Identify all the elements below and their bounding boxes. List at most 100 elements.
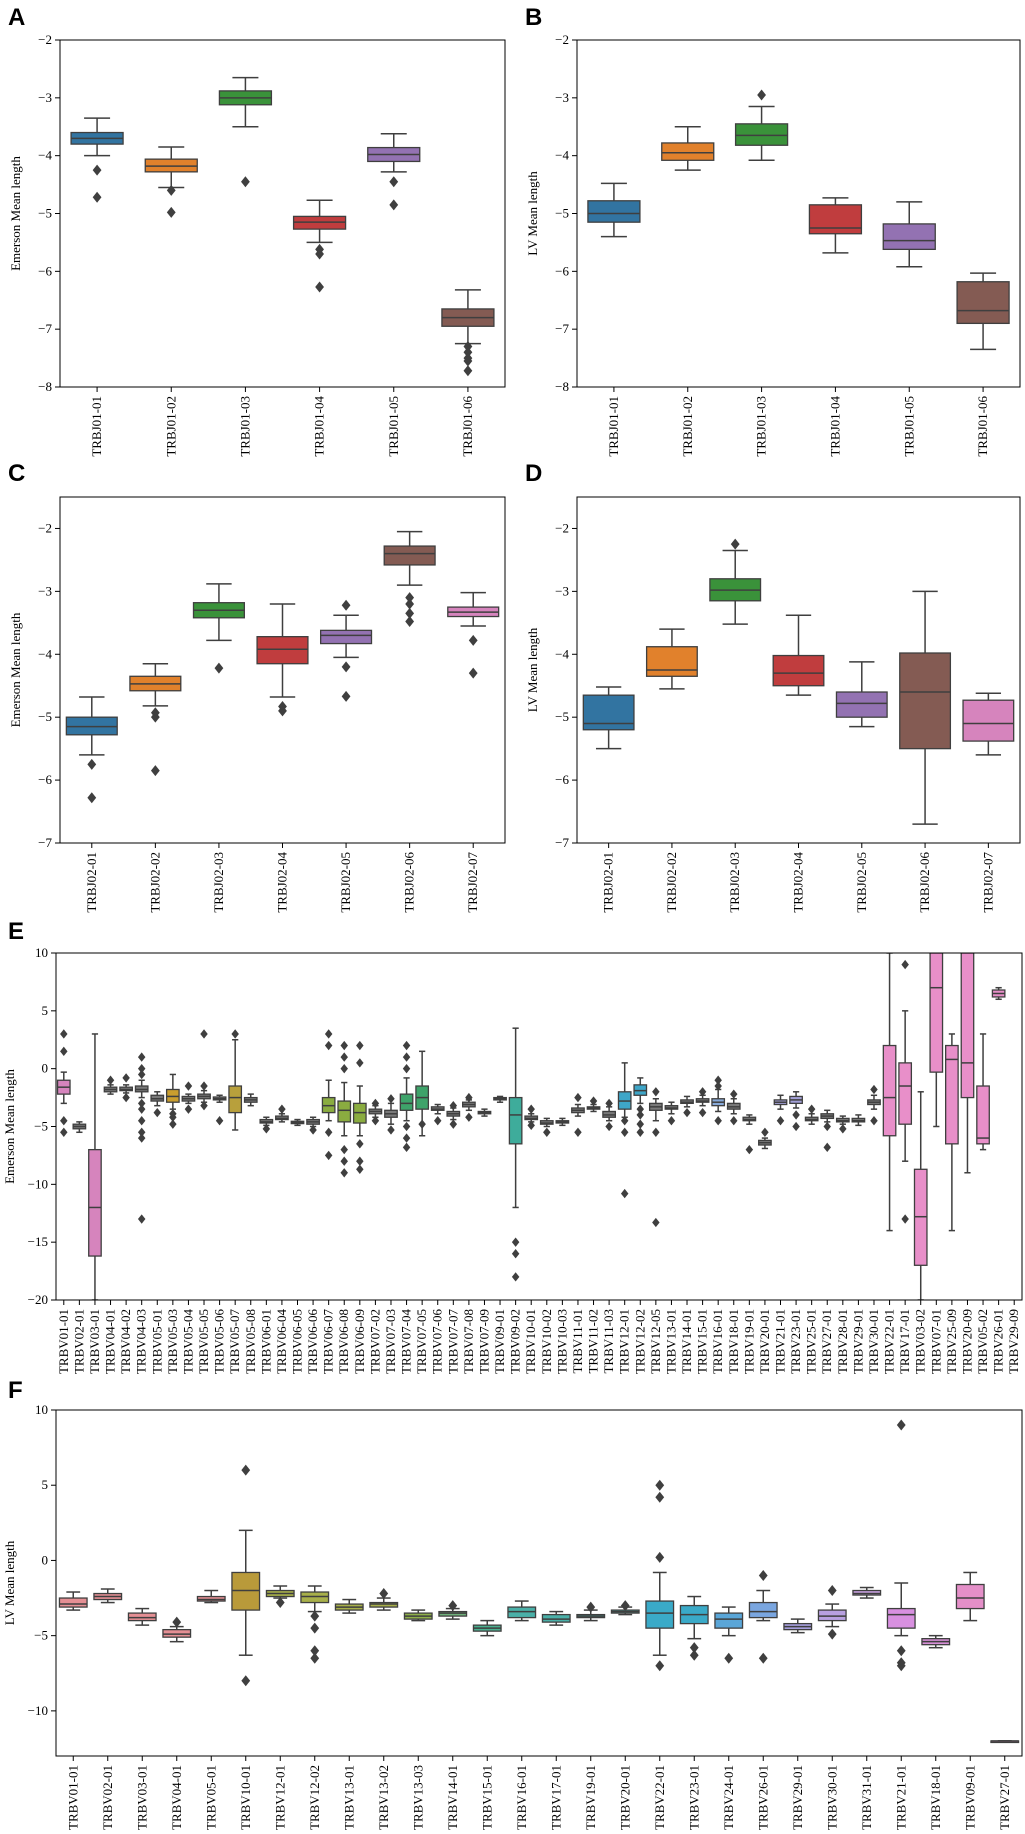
box-e-57 (929, 953, 944, 1128)
x-tick-label: TRBV14-01 (445, 1765, 460, 1830)
outlier-point (215, 1116, 224, 1126)
y-tick-label: −4 (555, 646, 569, 661)
outlier-point (184, 1104, 193, 1114)
box-f-20 (714, 1606, 744, 1664)
y-tick-label: −8 (555, 379, 569, 394)
x-tick-label: TRBV07-01 (928, 1309, 943, 1374)
outlier-point (468, 634, 478, 646)
x-tick-label: TRBV07-09 (476, 1309, 491, 1374)
box-body (976, 1085, 990, 1145)
box-f-3 (127, 1607, 157, 1626)
x-tick-label: TRBV06-04 (274, 1309, 289, 1375)
box-f-15 (541, 1610, 571, 1626)
axes-frame-f (55, 1409, 1023, 1757)
outlier-point (652, 1127, 660, 1137)
box-e-15 (275, 1104, 289, 1123)
outlier-point (463, 346, 473, 358)
x-tick-label: TRBV27-01 (819, 1309, 834, 1374)
box-b-5 (882, 201, 936, 268)
box-f-26 (921, 1634, 951, 1649)
x-tick-label: TRBV13-01 (341, 1765, 356, 1830)
y-tick-label: −5 (34, 1628, 48, 1643)
outlier-point (636, 1104, 645, 1114)
box-body (960, 953, 975, 1099)
y-tick-label: −4 (38, 646, 52, 661)
x-tick-label: TRBV16-01 (710, 1309, 725, 1374)
box-b-4 (808, 197, 863, 254)
x-tick-label: TRBJ02-05 (338, 852, 353, 913)
box-e-35 (586, 1096, 601, 1113)
outlier-point (87, 758, 97, 770)
outlier-point (792, 1110, 800, 1120)
x-tick-label: TRBV19-01 (583, 1765, 598, 1830)
box-e-6 (134, 1052, 149, 1224)
outlier-point (405, 592, 415, 604)
outlier-point (636, 1127, 645, 1137)
outlier-point (527, 1120, 535, 1131)
outlier-point (315, 248, 324, 260)
x-tick-label: TRBV20-09 (959, 1309, 974, 1374)
box-body (231, 1571, 261, 1611)
outlier-point (823, 1121, 831, 1132)
x-tick-label: TRBV22-01 (882, 1309, 897, 1374)
outlier-point (310, 1645, 320, 1657)
box-f-10 (369, 1588, 399, 1611)
outlier-point (433, 1116, 442, 1126)
x-tick-label: TRBV13-03 (410, 1765, 425, 1830)
box-e-50 (820, 1109, 835, 1152)
outlier-point (387, 1125, 395, 1135)
x-tick-label: TRBV09-02 (508, 1309, 523, 1374)
box-c-3 (192, 583, 246, 674)
panel-d: D −7 −6 −5 −4 −3 −2 LV Mean length TRBJ02-01 TRBJ… (525, 460, 1021, 913)
outlier-point (241, 1464, 251, 1476)
x-tick-label: TRBV10-03 (554, 1309, 569, 1374)
x-tick-label: TRBV12-05 (648, 1309, 663, 1374)
x-tick-label: TRBV10-02 (539, 1309, 554, 1374)
outlier-point (807, 1104, 816, 1114)
outlier-point (405, 616, 415, 628)
box-e-1 (56, 1029, 71, 1137)
outlier-point (166, 206, 176, 218)
x-tick-label: TRBV10-01 (523, 1309, 538, 1374)
box-e-20 (352, 1040, 367, 1174)
outlier-point (655, 1479, 665, 1491)
outlier-point (698, 1107, 707, 1118)
box-body (962, 699, 1015, 742)
box-body (399, 1093, 414, 1111)
box-e-53 (867, 1084, 881, 1126)
box-body (852, 1589, 882, 1596)
x-tick-label: TRBV07-02 (367, 1309, 382, 1374)
x-tick-label: TRBV07-04 (399, 1309, 414, 1375)
box-e-14 (259, 1116, 274, 1134)
box-e-9 (181, 1081, 196, 1114)
outlier-point (896, 1419, 906, 1431)
outlier-point (449, 1119, 458, 1129)
x-tick-label: TRBV28-01 (835, 1309, 850, 1374)
x-tick-label: TRBJ01-04 (312, 396, 327, 457)
outlier-point (169, 1119, 177, 1129)
outlier-point (184, 1081, 193, 1091)
outlier-point (166, 184, 176, 196)
outlier-point (463, 365, 473, 377)
y-tick-label: −3 (38, 90, 52, 105)
box-e-52 (851, 1114, 866, 1127)
plot-area-a (70, 76, 495, 377)
y-tick-label: −8 (38, 379, 52, 394)
box-e-58 (945, 1033, 959, 1232)
x-tick-label: TRBV07-05 (414, 1309, 429, 1374)
outlier-point (389, 199, 399, 211)
x-tick-label: TRBV29-01 (790, 1765, 805, 1830)
box-c-1 (65, 696, 118, 804)
outlier-point (122, 1092, 130, 1103)
panel-label-d: D (525, 460, 542, 487)
box-e-8 (165, 1073, 180, 1129)
panel-label-f: F (8, 1377, 23, 1404)
x-tick-label: TRBV23-01 (686, 1765, 701, 1830)
box-e-28 (477, 1108, 492, 1117)
box-body (808, 204, 863, 235)
box-b-3 (734, 89, 789, 162)
x-tick-label: TRBJ01-06 (975, 396, 990, 457)
box-e-55 (898, 959, 913, 1224)
x-tick-label: TRBV06-09 (352, 1309, 367, 1374)
x-tick-label: TRBJ01-05 (386, 396, 401, 457)
